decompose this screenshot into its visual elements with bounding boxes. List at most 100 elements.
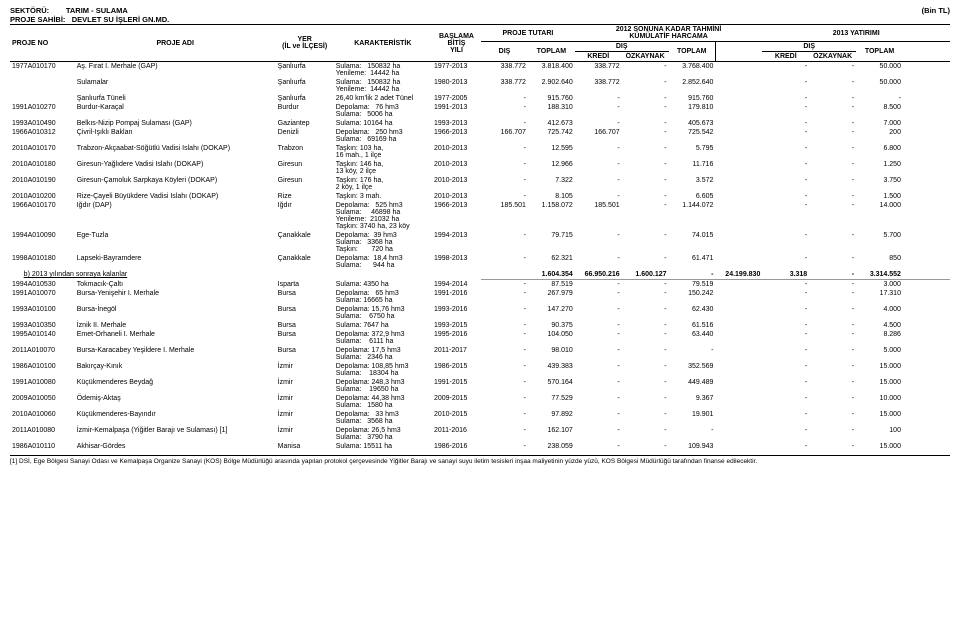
cell — [903, 254, 950, 270]
cell: 26,40 km'lik 2 adet Tünel — [334, 94, 432, 103]
cell: 61.516 — [669, 321, 716, 330]
cell: Tokmacık-Çaltı — [75, 280, 276, 290]
table-row: 1966A010170Iğdır (DAP)IğdırDepolama: 525… — [10, 201, 950, 231]
table-row: 1998A010180Lapseki-BayramdereÇanakkaleDe… — [10, 254, 950, 270]
cell: 3.818.400 — [528, 62, 575, 79]
table-row: 1994A010090Ege-TuzlaÇanakkaleDepolama: 3… — [10, 231, 950, 254]
cell: - — [762, 321, 809, 330]
cell: - — [762, 289, 809, 305]
cell — [715, 192, 762, 201]
cell: İzmir — [276, 410, 334, 426]
cell: - — [622, 330, 669, 346]
table-row: 2010A010060Küçükmenderes-BayındırİzmirDe… — [10, 410, 950, 426]
cell: Çanakkale — [276, 231, 334, 254]
cell — [715, 62, 762, 79]
cell: 1980-2013 — [432, 78, 481, 94]
cell: - — [762, 394, 809, 410]
cell — [903, 78, 950, 94]
table-row: 2010A010190Giresun-Çamoluk Sarpkaya Köyl… — [10, 176, 950, 192]
cell: Depolama: 15,76 hm3 Sulama: 6750 ha — [334, 305, 432, 321]
table-row: 1993A010100Bursa-İnegölBursaDepolama: 15… — [10, 305, 950, 321]
cell: Isparta — [276, 280, 334, 290]
cell: Aş. Fırat I. Merhale (GAP) — [75, 62, 276, 79]
cell: Iğdır (DAP) — [75, 201, 276, 231]
cell: - — [809, 280, 856, 290]
cell: 338.772 — [481, 78, 528, 94]
table-row: Şanlıurfa TüneliŞanlıurfa26,40 km'lik 2 … — [10, 94, 950, 103]
cell — [715, 346, 762, 362]
cell: 1993-2016 — [432, 305, 481, 321]
table-row: 1994A010530Tokmacık-ÇaltıIspartaSulama: … — [10, 280, 950, 290]
cell: - — [622, 362, 669, 378]
cell: - — [575, 442, 622, 451]
col-k-dis: DIŞ — [575, 42, 669, 52]
cell: 1995A010140 — [10, 330, 75, 346]
cell — [903, 289, 950, 305]
col-kum2: KÜMÜLATİF HARCAMA — [629, 33, 707, 40]
cell: 1977-2013 — [432, 62, 481, 79]
cell — [715, 78, 762, 94]
table-row: SulamalarŞanlıurfaSulama: 150832 ha Yeni… — [10, 78, 950, 94]
cell: Depolama: 76 hm3 Sulama: 5006 ha — [334, 103, 432, 119]
cell: 9.367 — [669, 394, 716, 410]
cell: Sulama: 150832 ha Yenileme: 14442 ha — [334, 78, 432, 94]
cell: 1966-2013 — [432, 201, 481, 231]
cell — [10, 78, 75, 94]
section-b-row: b) 2013 yılından sonraya kalanlar1.604.3… — [10, 270, 950, 280]
sahibi-value: DEVLET SU İŞLERİ GN.MD. — [72, 15, 170, 24]
col-y-top2 — [903, 42, 950, 62]
cell: 24.199.830 — [715, 270, 762, 280]
cell: 7.000 — [856, 119, 903, 128]
cell: - — [809, 321, 856, 330]
cell: 439.383 — [528, 362, 575, 378]
cell: Taşkın: 3 mah. — [334, 192, 432, 201]
cell: Çanakkale — [276, 254, 334, 270]
cell — [715, 160, 762, 176]
cell — [715, 394, 762, 410]
cell: 8.286 — [856, 330, 903, 346]
cell: 2011A010080 — [10, 426, 75, 442]
cell: - — [622, 160, 669, 176]
col-y-dis: DIŞ — [762, 42, 856, 52]
cell: 3.750 — [856, 176, 903, 192]
cell: 6.605 — [669, 192, 716, 201]
cell — [715, 201, 762, 231]
cell: - — [481, 330, 528, 346]
cell: 15.000 — [856, 378, 903, 394]
cell: - — [622, 321, 669, 330]
cell: Ege-Tuzla — [75, 231, 276, 254]
cell: Sulama: 7647 ha — [334, 321, 432, 330]
cell: - — [762, 426, 809, 442]
cell — [903, 280, 950, 290]
cell: Şanlıurfa — [276, 94, 334, 103]
cell: 19.901 — [669, 410, 716, 426]
cell: Rize-Çayeli Büyükdere Vadisi Islahı (DOK… — [75, 192, 276, 201]
cell — [481, 270, 528, 280]
col-2013: 2013 YATIRIMI — [762, 25, 950, 42]
cell: - — [762, 192, 809, 201]
unit-label: (Bin TL) — [922, 6, 950, 24]
cell: 98.010 — [528, 346, 575, 362]
cell: - — [481, 254, 528, 270]
cell: - — [809, 378, 856, 394]
cell: - — [622, 128, 669, 144]
cell: 1966A010312 — [10, 128, 75, 144]
cell: 1991A010270 — [10, 103, 75, 119]
cell: Depolama: 18,4 hm3 Sulama: 944 ha — [334, 254, 432, 270]
col-yer-t: YER — [297, 36, 311, 43]
cell: 1986A010110 — [10, 442, 75, 451]
cell: Belkıs-Nizip Pompaj Sulaması (GAP) — [75, 119, 276, 128]
cell: 1993-2015 — [432, 321, 481, 330]
cell: - — [669, 426, 716, 442]
cell: 2011-2016 — [432, 426, 481, 442]
col-proje-no: PROJE NO — [10, 25, 75, 62]
cell: Sulama: 15511 ha — [334, 442, 432, 451]
cell: 338.772 — [481, 62, 528, 79]
cell: Şanlıurfa — [276, 62, 334, 79]
cell: 5.795 — [669, 144, 716, 160]
cell: 1991-2016 — [432, 289, 481, 305]
cell: Bursa-İnegöl — [75, 305, 276, 321]
cell: - — [809, 270, 856, 280]
cell: 915.760 — [528, 94, 575, 103]
cell: 200 — [856, 128, 903, 144]
